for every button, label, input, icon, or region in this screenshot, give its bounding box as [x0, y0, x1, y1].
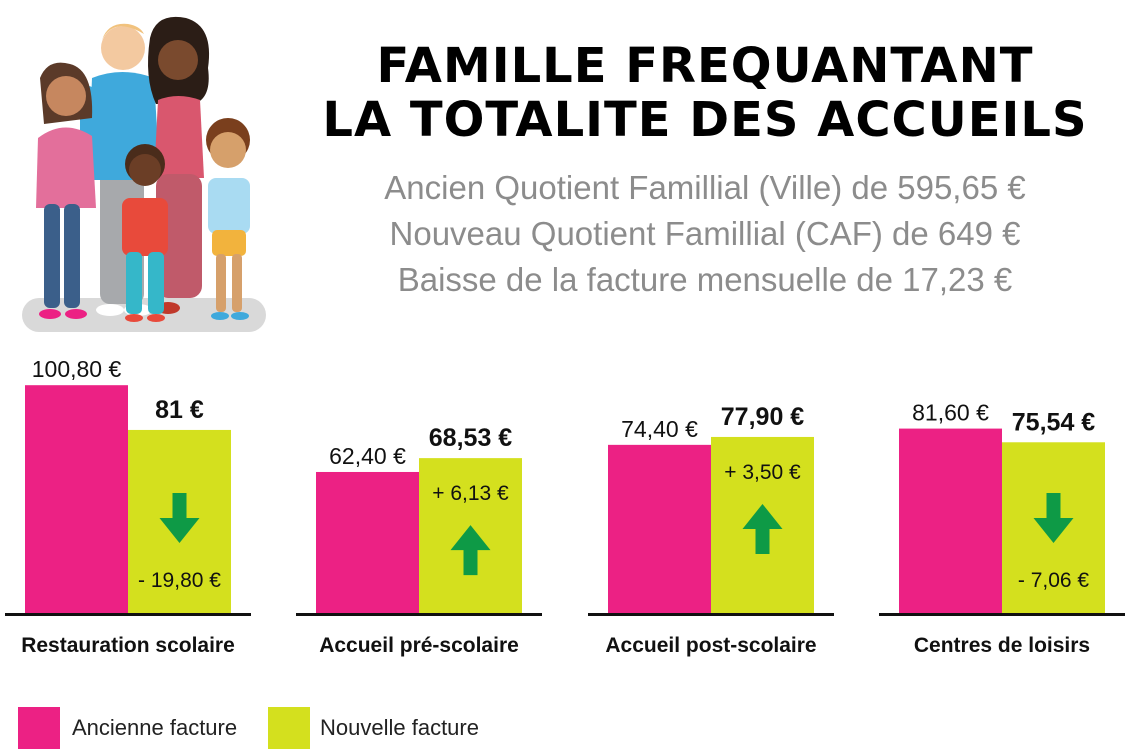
page-title-line-2: LA TOTALITE DES ACCUEILS [322, 92, 1088, 148]
subtitle-old-quotient: Ancien Quotient Famillial (Ville) de 595… [384, 169, 1026, 206]
value-label-ancienne-4: 81,60 € [912, 400, 989, 426]
difference-label-1: - 19,80 € [138, 569, 221, 592]
legend-swatch-nouvelle [268, 707, 310, 749]
bar-ancienne-2 [316, 471, 419, 613]
difference-label-2: + 6,13 € [432, 482, 509, 505]
arrow-up-icon-2 [450, 525, 491, 576]
arrow-down-icon-1 [159, 493, 200, 543]
difference-label-4: - 7,06 € [1018, 569, 1090, 592]
page-title-line-1: FAMILLE FREQUANTANT [376, 38, 1034, 94]
value-label-ancienne-1: 100,80 € [32, 356, 122, 382]
value-label-nouvelle-3: 77,90 € [721, 403, 805, 431]
bar-chart: 100,80 € 81 € - 19,80 € Restauration scolai… [5, 356, 1125, 657]
category-label-3: Accueil post-scolaire [605, 634, 816, 657]
value-label-nouvelle-1: 81 € [155, 396, 204, 424]
category-label-1: Restauration scolaire [21, 634, 235, 657]
value-label-ancienne-3: 74,40 € [621, 416, 698, 442]
legend-swatch-ancienne [18, 707, 60, 749]
value-label-nouvelle-2: 68,53 € [429, 424, 513, 452]
arrow-down-icon-4 [1033, 493, 1074, 543]
baseline-4 [879, 613, 1125, 616]
baseline-1 [5, 613, 251, 616]
bar-ancienne-1 [25, 385, 128, 613]
girl-figure [36, 62, 96, 319]
bar-ancienne-3 [608, 444, 711, 613]
legend-label-ancienne: Ancienne facture [72, 715, 238, 740]
legend-label-nouvelle: Nouvelle facture [320, 715, 479, 740]
value-label-ancienne-2: 62,40 € [329, 443, 406, 469]
arrow-up-icon-3 [742, 503, 783, 554]
small-boy-figure [206, 118, 250, 320]
baseline-2 [296, 613, 542, 616]
bar-ancienne-4 [899, 428, 1002, 613]
difference-label-3: + 3,50 € [724, 461, 801, 484]
baseline-3 [588, 613, 834, 616]
value-label-nouvelle-4: 75,54 € [1012, 408, 1096, 436]
category-label-2: Accueil pré-scolaire [319, 634, 519, 657]
family-illustration [22, 16, 266, 332]
category-label-4: Centres de loisirs [914, 634, 1090, 657]
subtitle-bill-decrease: Baisse de la facture mensuelle de 17,23 … [397, 261, 1013, 298]
boy-figure [122, 144, 168, 322]
mother-figure [148, 16, 210, 314]
subtitle-new-quotient: Nouveau Quotient Famillial (CAF) de 649 … [389, 215, 1021, 252]
